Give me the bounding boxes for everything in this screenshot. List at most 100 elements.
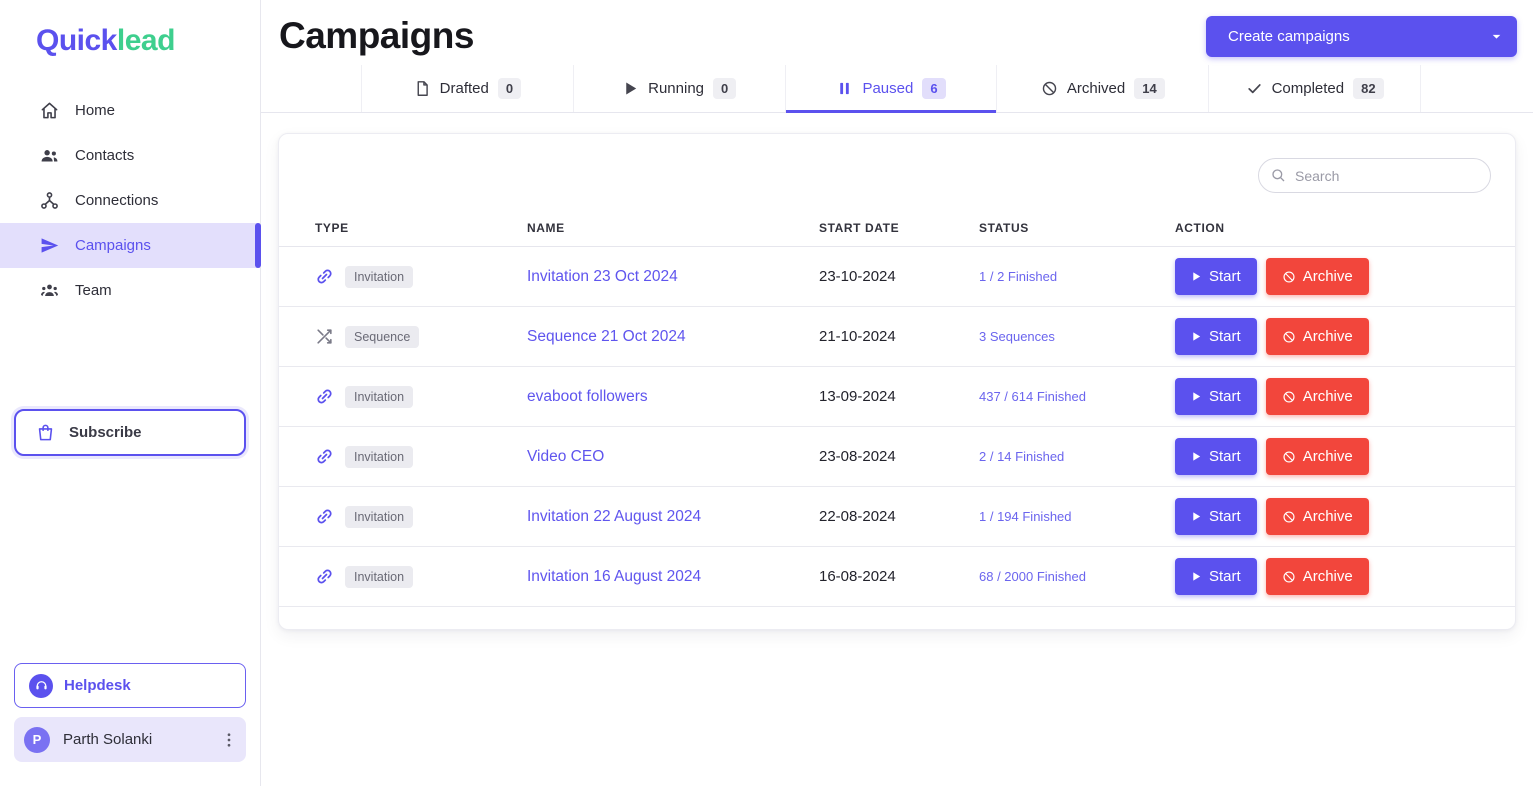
start-date: 16-08-2024 [819,568,896,585]
tab-label: Drafted [439,80,489,97]
search-input[interactable] [1258,158,1491,193]
column-header-action: Action [1175,220,1225,235]
status-text: 437 / 614 Finished [979,389,1086,404]
user-name: Parth Solanki [63,731,153,748]
main-content: Campaigns Create campaigns Drafted 0 Run… [260,0,1533,786]
contacts-icon [41,150,58,162]
type-badge: Invitation [345,265,414,288]
start-button[interactable]: Start [1175,258,1257,295]
column-header-start-date: Start Date [819,220,900,235]
user-menu[interactable]: P Parth Solanki [14,717,246,762]
tab-count-badge: 6 [922,78,946,99]
sidebar-item-connections[interactable]: Connections [0,178,260,223]
sidebar: Quicklead Home Contacts Connections Camp… [0,0,261,786]
campaign-tabs: Drafted 0 Running 0 Paused 6 Archived 14… [261,65,1533,113]
play-icon [1191,571,1202,582]
ellipsis-vertical-icon[interactable] [220,731,238,749]
search-icon [1272,169,1285,182]
status-text: 2 / 14 Finished [979,449,1065,464]
sidebar-item-contacts[interactable]: Contacts [0,133,260,178]
tab-archived[interactable]: Archived 14 [996,65,1208,112]
table-row: Invitation evaboot followers 13-09-2024 … [279,367,1515,427]
archive-button[interactable]: Archive [1265,558,1369,595]
start-date: 21-10-2024 [819,328,896,345]
start-button[interactable]: Start [1175,378,1257,415]
archive-button[interactable]: Archive [1265,498,1369,535]
play-icon [1191,451,1202,462]
create-campaigns-button[interactable]: Create campaigns [1206,15,1517,57]
helpdesk-label: Helpdesk [64,677,131,694]
start-button[interactable]: Start [1175,318,1257,355]
column-header-status: Status [979,220,1029,235]
archive-button[interactable]: Archive [1265,378,1369,415]
check-icon [1247,84,1261,94]
link-icon [315,567,334,586]
sidebar-item-label: Contacts [75,147,135,164]
chevron-down-icon[interactable] [1490,30,1503,43]
subscribe-button[interactable]: Subscribe [14,409,246,456]
campaign-name-link[interactable]: Invitation 23 Oct 2024 [527,267,678,285]
tab-drafted[interactable]: Drafted 0 [361,65,573,112]
status-text: 3 Sequences [979,329,1055,344]
status-text: 1 / 2 Finished [979,269,1058,284]
helpdesk-button[interactable]: Helpdesk [14,663,246,708]
sidebar-item-team[interactable]: Team [0,268,260,313]
ban-icon [1282,450,1296,464]
type-badge: Invitation [345,445,414,468]
campaign-name-link[interactable]: Invitation 22 August 2024 [527,507,702,525]
shopping-bag-icon [38,424,53,441]
subscribe-label: Subscribe [69,424,142,441]
play-icon [1191,271,1202,282]
play-icon [626,82,637,95]
start-button[interactable]: Start [1175,438,1257,475]
sidebar-item-label: Home [75,102,116,119]
link-icon [315,387,334,406]
ban-icon [1282,270,1296,284]
start-button[interactable]: Start [1175,498,1257,535]
sidebar-item-campaigns[interactable]: Campaigns [0,223,261,268]
table-row: Invitation Invitation 16 August 2024 16-… [279,547,1515,607]
team-icon [41,284,58,297]
headset-icon [29,673,53,698]
campaign-name-link[interactable]: evaboot followers [527,387,648,405]
tab-label: Running [648,80,705,97]
play-icon [1191,331,1202,342]
tab-count-badge: 82 [1353,78,1384,99]
tab-label: Archived [1066,80,1126,97]
start-date: 23-10-2024 [819,268,896,285]
sidebar-item-label: Campaigns [75,237,151,254]
archive-button[interactable]: Archive [1265,318,1369,355]
status-text: 1 / 194 Finished [979,509,1072,524]
campaign-name-link[interactable]: Video CEO [527,447,605,465]
connections-icon [41,192,58,209]
tab-count-badge: 0 [713,78,737,99]
ban-icon [1282,570,1296,584]
status-text: 68 / 2000 Finished [979,569,1086,584]
archive-button[interactable]: Archive [1265,438,1369,475]
tab-running[interactable]: Running 0 [572,65,785,112]
start-button[interactable]: Start [1175,558,1257,595]
avatar: P [24,726,50,753]
campaign-name-link[interactable]: Invitation 16 August 2024 [527,567,702,585]
ban-icon [1282,330,1296,344]
table-row: Invitation Invitation 23 Oct 2024 23-10-… [279,247,1515,307]
tab-completed[interactable]: Completed 82 [1208,65,1421,112]
type-badge: Invitation [345,505,414,528]
table-header: Type Name Start Date Status Action [279,209,1515,247]
start-date: 22-08-2024 [819,508,896,525]
campaigns-icon [41,238,59,253]
tab-paused[interactable]: Paused 6 [784,65,997,113]
sidebar-item-label: Team [75,282,112,299]
sidebar-item-label: Connections [75,192,159,209]
play-icon [1191,511,1202,522]
page-header: Campaigns Create campaigns [261,0,1533,65]
table-row: Invitation Video CEO 23-08-2024 2 / 14 F… [279,427,1515,487]
link-icon [315,267,334,286]
pause-icon [840,82,850,95]
campaigns-table-card: Type Name Start Date Status Action Invit… [278,133,1516,630]
home-icon [41,102,58,119]
sidebar-item-home[interactable]: Home [0,88,260,133]
type-badge: Invitation [345,565,414,588]
campaign-name-link[interactable]: Sequence 21 Oct 2024 [527,327,686,345]
archive-button[interactable]: Archive [1265,258,1369,295]
